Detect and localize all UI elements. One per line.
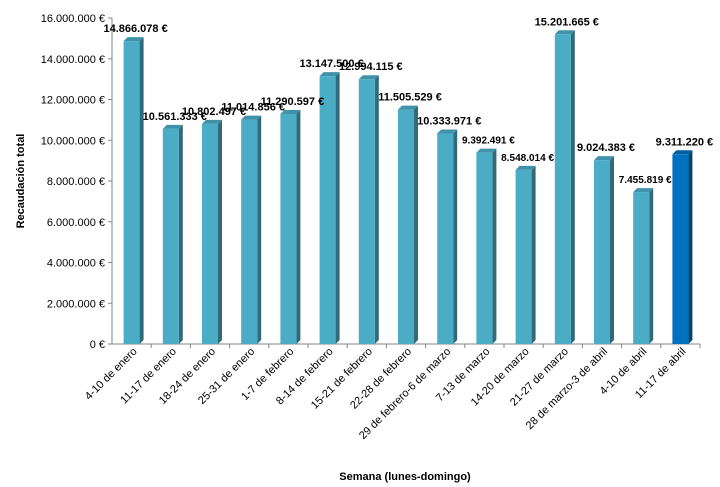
data-label: 11.505.529 € xyxy=(378,92,442,104)
bar-front xyxy=(319,76,336,344)
bar-front xyxy=(358,79,375,344)
bar xyxy=(398,105,418,344)
bar-side xyxy=(139,37,144,344)
data-label: 7.455.819 € xyxy=(619,175,672,186)
data-label: 9.024.383 € xyxy=(577,142,635,154)
bar-front xyxy=(280,113,297,344)
bar xyxy=(515,165,536,344)
y-tick-label: 8.000.000 € xyxy=(47,176,105,188)
bar-side xyxy=(257,115,262,344)
bar-front xyxy=(162,128,179,344)
bar xyxy=(280,109,301,344)
bar-top xyxy=(594,156,614,161)
bar-side xyxy=(374,75,379,344)
y-tick-label: 10.000.000 € xyxy=(41,135,105,147)
y-tick-label: 12.000.000 € xyxy=(41,95,105,107)
bar-top xyxy=(476,148,497,153)
bar-side xyxy=(218,119,222,344)
bar xyxy=(476,148,497,344)
data-label: 12.994.115 € xyxy=(339,61,403,73)
data-label: 11.014.856 € xyxy=(221,102,285,114)
bar-side xyxy=(570,30,575,344)
y-tick-label: 4.000.000 € xyxy=(47,258,105,270)
data-label: 10.802.497 € xyxy=(182,106,246,118)
bar-front xyxy=(476,152,493,344)
bar-top xyxy=(280,109,301,114)
bar-top xyxy=(515,165,536,170)
bar-top xyxy=(633,188,654,193)
bar-front xyxy=(633,192,650,344)
bar-top xyxy=(123,37,144,42)
data-label: 10.561.333 € xyxy=(143,111,207,123)
bar-front xyxy=(123,41,140,344)
data-label: 10.333.971 € xyxy=(417,115,481,127)
bar-front xyxy=(398,109,414,344)
bar-side xyxy=(178,124,183,345)
data-label: 9.392.491 € xyxy=(462,136,515,147)
bar-side xyxy=(531,165,536,344)
bar-top xyxy=(398,105,418,110)
bar-side xyxy=(492,148,497,344)
bar-front xyxy=(554,34,571,344)
bar-front xyxy=(241,119,258,344)
bar-top xyxy=(358,75,379,80)
y-tick-label: 6.000.000 € xyxy=(47,217,105,229)
bar-top xyxy=(202,119,222,124)
data-label: 14.866.078 € xyxy=(103,23,167,35)
bar xyxy=(594,156,614,344)
bar-top xyxy=(162,124,183,129)
bar-front xyxy=(515,169,532,344)
bar xyxy=(241,115,262,344)
bars xyxy=(123,30,693,345)
bar-side xyxy=(610,156,614,344)
bar xyxy=(633,188,654,344)
data-label: 11.290.597 € xyxy=(261,96,325,108)
data-label: 8.548.014 € xyxy=(501,153,554,164)
bar-side xyxy=(296,109,301,344)
data-label: 15.201.665 € xyxy=(535,16,599,28)
bar-top xyxy=(672,150,693,155)
data-label: 9.311.220 € xyxy=(656,136,714,148)
bar xyxy=(672,150,693,344)
bar-front xyxy=(437,133,454,344)
bar xyxy=(202,119,222,344)
bar-front xyxy=(672,154,689,344)
bar-side xyxy=(414,105,418,344)
y-axis-label: Recaudación total xyxy=(15,134,27,229)
bar-side xyxy=(688,150,693,344)
bar-top xyxy=(241,115,262,120)
bar-front xyxy=(202,123,218,344)
bar xyxy=(437,129,458,344)
bar-side xyxy=(335,72,340,344)
bar-side xyxy=(453,129,458,344)
y-tick-label: 2.000.000 € xyxy=(47,298,105,310)
x-axis-label: Semana (lunes-domingo) xyxy=(339,471,471,483)
y-axis: 0 € 2.000.000 € 4.000.000 € 6.000.000 € 8.00… xyxy=(41,13,113,351)
bar xyxy=(123,37,144,344)
bar-front xyxy=(594,160,610,344)
bar-top xyxy=(437,129,458,134)
bar xyxy=(554,30,575,344)
y-tick-label: 16.000.000 € xyxy=(41,13,105,25)
bar-top xyxy=(319,72,340,77)
bar-side xyxy=(649,188,654,344)
bar-top xyxy=(554,30,575,35)
bar xyxy=(319,72,340,344)
data-label: 13.147.500 € xyxy=(299,58,363,70)
y-tick-label: 0 € xyxy=(90,339,105,351)
data-labels: 14.866.078 € 10.561.333 €10.802.497 €11.0… xyxy=(103,16,713,186)
bar xyxy=(162,124,183,345)
y-tick-label: 14.000.000 € xyxy=(41,54,105,66)
bar xyxy=(358,75,379,344)
